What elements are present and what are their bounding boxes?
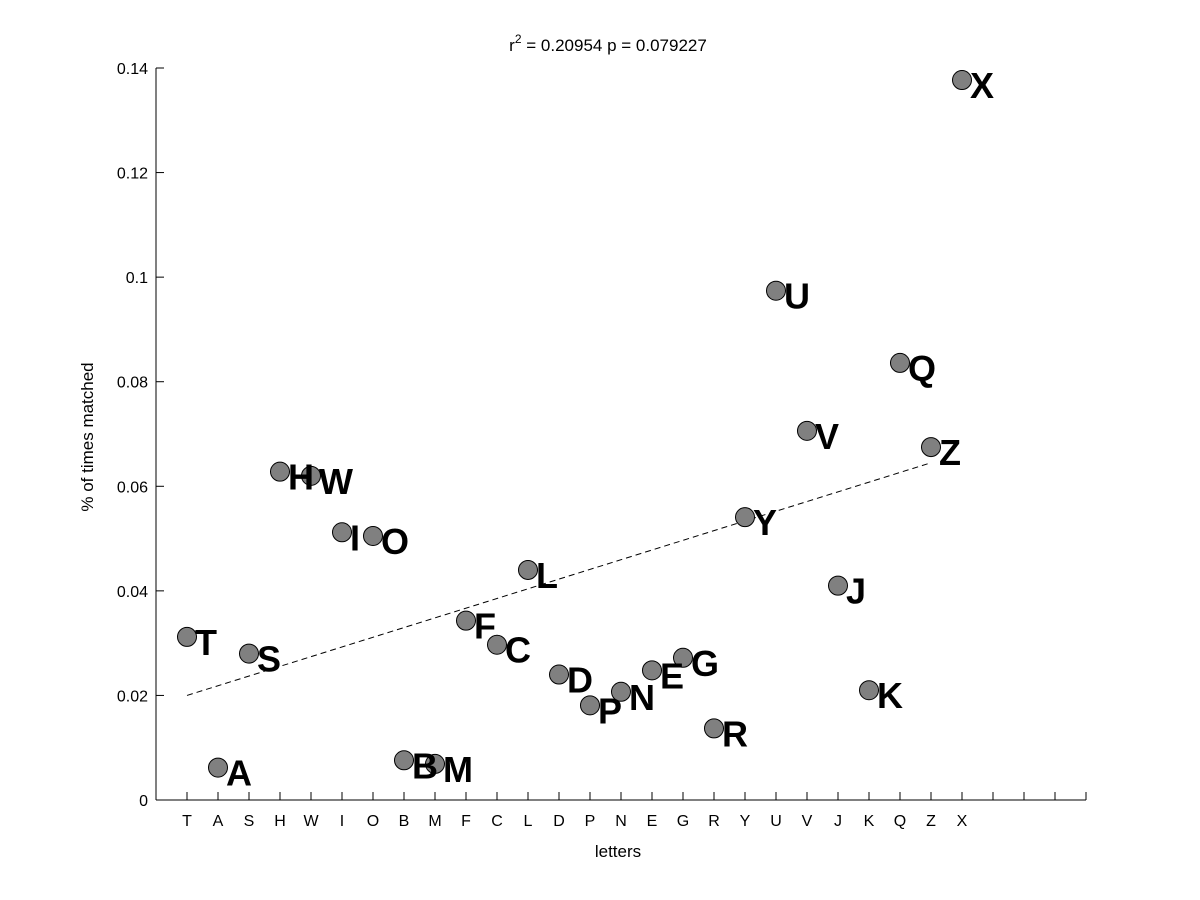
data-point — [828, 575, 848, 596]
point-label: V — [815, 416, 839, 457]
y-tick-label: 0.06 — [117, 479, 148, 496]
y-tick-label: 0.1 — [126, 270, 148, 287]
point-label: E — [660, 655, 684, 696]
data-point — [239, 643, 259, 664]
data-point — [270, 461, 290, 482]
data-point — [487, 634, 507, 655]
point-label: W — [319, 461, 353, 502]
title-rest: = 0.20954 p = 0.079227 — [522, 36, 707, 55]
y-tick-label: 0.08 — [117, 375, 148, 392]
data-point — [177, 626, 197, 647]
data-point — [673, 647, 693, 668]
point-label: X — [970, 65, 994, 106]
point-label: J — [846, 571, 866, 612]
x-tick-label: Z — [926, 813, 936, 830]
point-label: B — [412, 745, 438, 786]
y-ticks: 0 0.02 0.04 0.06 0.08 0.1 0.12 0.14 — [117, 61, 164, 810]
chart-title: r2 = 0.20954 p = 0.079227 — [509, 32, 707, 55]
point-label: A — [226, 753, 252, 794]
y-tick-label: 0 — [139, 793, 148, 810]
x-tick-label: O — [367, 813, 379, 830]
y-axis-label: % of times matched — [78, 362, 97, 511]
data-point — [208, 757, 228, 778]
x-tick-label: L — [524, 813, 533, 830]
y-tick-label: 0.12 — [117, 166, 148, 183]
point-label: Z — [939, 432, 961, 473]
data-point — [332, 522, 352, 543]
data-point — [952, 70, 972, 91]
x-tick-label: Y — [740, 813, 751, 830]
y-tick-label: 0.14 — [117, 61, 148, 78]
data-point — [735, 507, 755, 528]
title-superscript: 2 — [515, 32, 522, 46]
x-tick-label: V — [802, 813, 813, 830]
point-label: I — [350, 517, 360, 558]
point-label: F — [474, 606, 496, 647]
data-point — [425, 753, 445, 774]
point-label: T — [195, 622, 217, 663]
data-point — [580, 695, 600, 716]
data-point — [301, 465, 321, 486]
point-label: D — [567, 660, 593, 701]
point-label: O — [381, 521, 409, 562]
data-point — [456, 610, 476, 631]
point-label: M — [443, 749, 473, 790]
x-tick-label: A — [213, 813, 224, 830]
data-points — [177, 70, 972, 778]
x-tick-label: B — [399, 813, 410, 830]
x-tick-label: Q — [894, 813, 906, 830]
point-label: R — [722, 713, 748, 754]
x-tick-label: D — [553, 813, 565, 830]
point-label: N — [629, 677, 655, 718]
data-point — [394, 750, 414, 771]
data-point — [363, 525, 383, 546]
point-label: K — [877, 675, 903, 716]
x-tick-label: F — [461, 813, 471, 830]
data-point — [766, 280, 786, 301]
x-tick-label: N — [615, 813, 627, 830]
point-label: U — [784, 276, 810, 317]
data-point — [797, 420, 817, 441]
x-tick-label: G — [677, 813, 689, 830]
x-tick-label: K — [864, 813, 875, 830]
x-tick-label: R — [708, 813, 720, 830]
point-label: C — [505, 630, 531, 671]
data-point — [890, 352, 910, 373]
point-label: S — [257, 639, 281, 680]
point-labels: T A S H WI O B M FCL DP NE GR Y U V J K Q Z X — [195, 65, 994, 794]
point-label: Q — [908, 348, 936, 389]
x-tick-label: X — [957, 813, 968, 830]
data-point — [549, 664, 569, 685]
title-prefix: r — [509, 36, 515, 55]
x-tick-label: P — [585, 813, 596, 830]
x-tick-label: S — [244, 813, 255, 830]
x-tick-label: W — [303, 813, 319, 830]
x-axis-label: letters — [595, 842, 641, 861]
data-point — [518, 559, 538, 580]
x-tick-label: H — [274, 813, 286, 830]
data-point — [921, 437, 941, 458]
y-tick-label: 0.02 — [117, 688, 148, 705]
point-label: L — [536, 555, 558, 596]
x-tick-label: I — [340, 813, 344, 830]
x-tick-label: J — [834, 813, 842, 830]
x-tick-label: U — [770, 813, 782, 830]
x-tick-label: M — [428, 813, 441, 830]
data-point — [859, 680, 879, 701]
point-label: G — [691, 643, 719, 684]
data-point — [611, 681, 631, 702]
trend-line — [186, 462, 932, 696]
point-label: Y — [753, 502, 777, 543]
x-tick-label: E — [647, 813, 658, 830]
point-label: H — [288, 457, 314, 498]
y-tick-label: 0.04 — [117, 584, 148, 601]
x-tick-label: C — [491, 813, 503, 830]
point-label: P — [598, 690, 622, 731]
data-point — [642, 660, 662, 681]
x-tick-label: T — [182, 813, 192, 830]
data-point — [704, 718, 724, 739]
